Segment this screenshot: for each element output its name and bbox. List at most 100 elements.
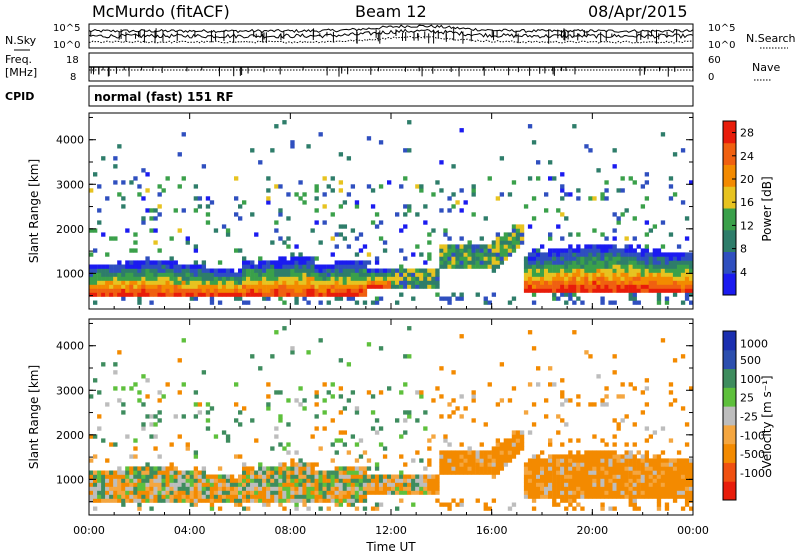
velocity-cell xyxy=(121,486,126,491)
velocity-cell xyxy=(201,370,207,375)
power-cell xyxy=(439,296,444,301)
power-cell xyxy=(576,244,581,249)
velocity-cell xyxy=(354,478,360,483)
power-cell xyxy=(624,260,629,265)
velocity-cell xyxy=(334,482,339,487)
velocity-cell xyxy=(326,478,331,483)
power-cell xyxy=(177,288,182,293)
velocity-cell xyxy=(596,454,601,459)
power-cell xyxy=(334,288,339,293)
power-cell xyxy=(346,264,352,269)
velocity-cell xyxy=(310,434,315,439)
velocity-cell xyxy=(129,482,134,487)
velocity-cell xyxy=(676,494,682,499)
power-cell xyxy=(358,232,364,237)
power-cell xyxy=(133,284,138,289)
velocity-cell xyxy=(137,474,142,479)
velocity-cell xyxy=(266,478,271,483)
power-cell xyxy=(217,260,223,265)
power-cell xyxy=(684,256,690,261)
power-cell xyxy=(584,272,589,277)
power-cell xyxy=(556,248,561,253)
power-cell xyxy=(101,288,106,293)
power-cell xyxy=(350,284,356,289)
velocity-cell xyxy=(89,498,94,503)
velocity-cell xyxy=(652,490,658,495)
velocity-cell xyxy=(382,454,388,459)
velocity-cell xyxy=(374,482,380,487)
power-cell xyxy=(628,288,633,293)
velocity-cell xyxy=(282,494,287,499)
velocity-cell xyxy=(656,506,662,511)
power-cell xyxy=(97,292,102,297)
power-cell xyxy=(217,268,223,273)
velocity-colorbar-tick-label: 1000 xyxy=(740,337,768,350)
velocity-cell xyxy=(491,466,497,471)
velocity-colorbar-frame xyxy=(722,330,737,501)
power-cell xyxy=(592,272,597,277)
velocity-cell xyxy=(503,442,509,447)
velocity-cell xyxy=(407,486,412,491)
power-cell xyxy=(342,268,348,273)
power-cell xyxy=(161,276,166,281)
power-cell xyxy=(451,260,456,265)
power-cell xyxy=(149,260,154,265)
power-cell xyxy=(209,300,215,305)
velocity-cell xyxy=(193,486,199,491)
power-cell xyxy=(544,208,549,213)
power-cell xyxy=(250,148,255,153)
velocity-cell xyxy=(113,478,118,483)
velocity-cell xyxy=(105,474,110,479)
velocity-cell xyxy=(185,498,190,503)
power-cell xyxy=(238,284,243,289)
velocity-cell xyxy=(378,442,384,447)
velocity-cell xyxy=(648,434,654,439)
power-cell xyxy=(153,280,158,285)
velocity-cell xyxy=(580,470,585,475)
power-cell xyxy=(322,288,327,293)
velocity-cell xyxy=(374,490,380,495)
velocity-cell xyxy=(576,470,581,475)
power-cell xyxy=(298,264,303,269)
power-cell xyxy=(419,280,424,285)
freq-traces xyxy=(89,66,693,77)
velocity-cell xyxy=(600,482,605,487)
velocity-colorbar-swatch xyxy=(723,368,736,388)
power-cell xyxy=(338,264,344,269)
power-cell xyxy=(451,292,456,297)
velocity-cell xyxy=(467,446,472,451)
velocity-cell xyxy=(507,506,513,511)
power-cell xyxy=(588,252,593,257)
y-tick-label: 2000 xyxy=(56,223,84,236)
power-cell xyxy=(362,284,368,289)
velocity-cell xyxy=(89,478,94,483)
velocity-cell xyxy=(378,486,384,491)
velocity-cell xyxy=(113,486,118,491)
power-cell xyxy=(282,260,287,265)
power-cell xyxy=(689,276,694,281)
velocity-cell xyxy=(664,494,670,499)
power-cell xyxy=(588,268,593,273)
power-cell xyxy=(628,268,633,273)
velocity-cell xyxy=(213,486,219,491)
velocity-cell xyxy=(290,462,295,467)
power-cell xyxy=(689,264,694,269)
velocity-cell xyxy=(358,486,364,491)
velocity-cell xyxy=(242,466,247,471)
velocity-cell xyxy=(189,498,195,503)
power-cell xyxy=(531,276,537,281)
velocity-cell xyxy=(403,382,408,387)
velocity-cell xyxy=(660,462,666,467)
velocity-cell xyxy=(560,402,565,407)
power-cell xyxy=(318,132,323,137)
power-cell xyxy=(310,292,315,297)
power-cell xyxy=(447,300,452,305)
velocity-cell xyxy=(97,486,102,491)
velocity-cell xyxy=(149,506,154,511)
velocity-cell xyxy=(636,490,641,495)
power-cell xyxy=(270,268,275,273)
power-cell xyxy=(620,248,625,253)
power-cell xyxy=(225,280,231,285)
velocity-cell xyxy=(262,470,267,475)
freq-label-line2: [MHz] xyxy=(5,66,37,79)
